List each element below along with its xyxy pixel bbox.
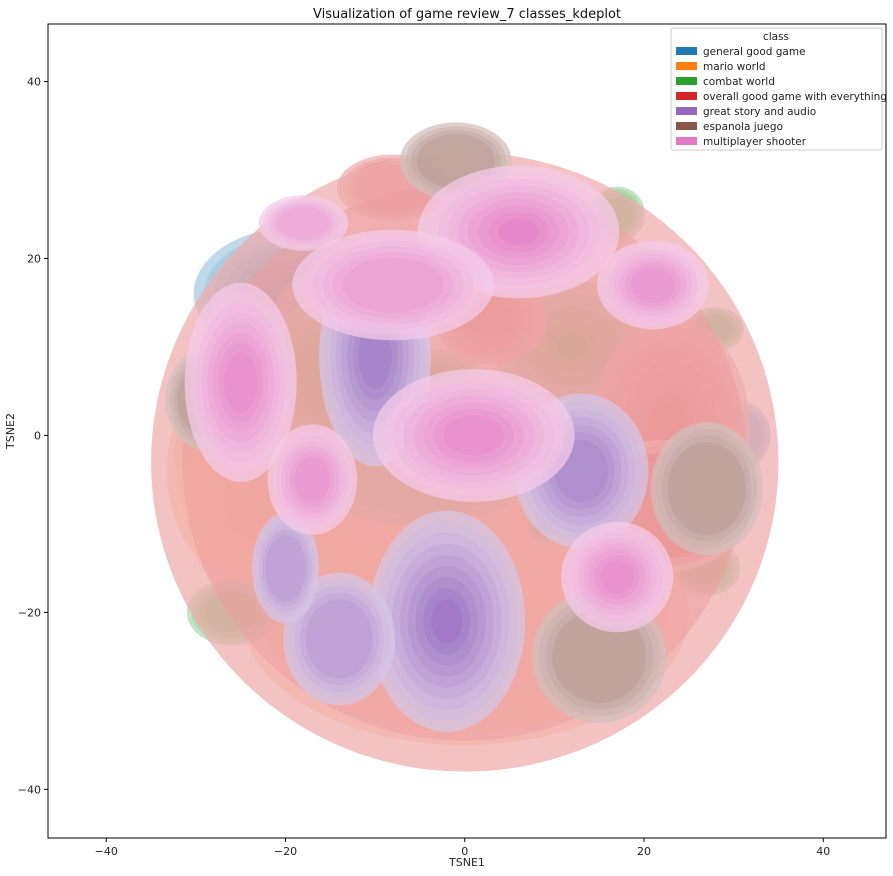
x-tick-label: 20 — [637, 845, 651, 858]
x-axis-ticks: −40 −20 0 20 40 — [95, 838, 830, 858]
x-axis-label: TSNE1 — [448, 856, 485, 869]
chart-title: Visualization of game review_7 classes_k… — [313, 7, 621, 22]
legend-swatch — [676, 77, 697, 85]
kde-contour — [431, 599, 463, 644]
y-tick-label: 20 — [27, 252, 41, 265]
series-multiplayer-shooter — [184, 165, 709, 633]
kde-contour — [443, 415, 504, 456]
y-tick-label: 40 — [27, 76, 41, 89]
kde-contour — [265, 534, 306, 602]
legend-swatch — [676, 137, 697, 145]
plot-frame — [47, 23, 887, 839]
legend-label: mario world — [703, 61, 766, 73]
kde-contour — [276, 206, 331, 240]
legend-title: class — [763, 31, 789, 43]
legend-label: general good game — [703, 46, 806, 58]
legend-swatch — [676, 107, 697, 115]
y-tick-label: −20 — [18, 606, 41, 619]
legend-box — [670, 27, 883, 151]
kde-contour — [342, 257, 444, 313]
x-tick-label: 40 — [816, 845, 830, 858]
kde-contour — [630, 267, 676, 303]
kde-contour — [667, 442, 746, 535]
legend-swatch — [676, 47, 697, 55]
kde-contour — [498, 218, 539, 246]
legend-label: great story and audio — [703, 106, 816, 118]
plot-area — [47, 23, 887, 839]
x-tick-label: −40 — [95, 845, 118, 858]
y-tick-label: 0 — [34, 429, 41, 442]
density-layers — [151, 122, 779, 772]
legend-swatch — [676, 62, 697, 70]
kde-contour — [600, 560, 634, 594]
legend-label: overall good game with everything — [703, 91, 887, 103]
legend-items: general good game mario world combat world… — [676, 46, 887, 148]
y-axis-label: TSNE2 — [4, 413, 17, 450]
x-tick-label: 0 — [461, 845, 468, 858]
legend-label: combat world — [703, 76, 775, 88]
legend-label: multiplayer shooter — [703, 136, 807, 148]
y-tick-label: −40 — [18, 783, 41, 796]
legend-label: espanola juego — [703, 121, 783, 133]
legend: class general good game mario world combat… — [670, 27, 887, 151]
kde-contour — [223, 352, 258, 413]
x-tick-label: −20 — [274, 845, 297, 858]
legend-swatch — [676, 122, 697, 130]
y-axis-ticks: −40 −20 0 20 40 — [18, 76, 48, 796]
kde-contour — [294, 457, 331, 502]
kde-contour — [552, 610, 647, 704]
kde-contour — [305, 599, 373, 679]
legend-swatch — [676, 92, 697, 100]
